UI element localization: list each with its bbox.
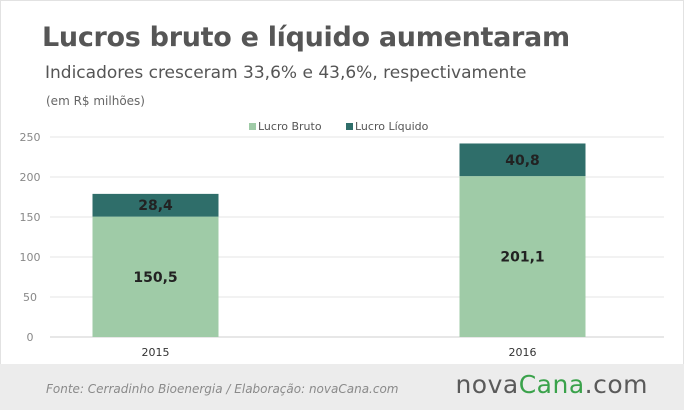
bar-lucro-líquido-2016 xyxy=(459,143,586,177)
bar-lucro-líquido-2015 xyxy=(92,193,219,217)
legend-label: Lucro Líquido xyxy=(355,120,429,133)
source-note: Fonte: Cerradinho Bioenergia / Elaboraçã… xyxy=(46,382,399,396)
y-tick-label: 250 xyxy=(20,131,41,144)
footer-bar: Fonte: Cerradinho Bioenergia / Elaboraçã… xyxy=(0,364,684,410)
logo-part-cana: Cana xyxy=(518,370,585,399)
y-tick-label: 100 xyxy=(20,251,41,264)
data-label: 201,1 xyxy=(500,250,544,266)
y-tick-label: 200 xyxy=(20,171,41,184)
bars: 150,5 28,4 201,1 40,8 xyxy=(92,143,586,337)
y-tick-label: 150 xyxy=(20,211,41,224)
chart-subtitle: Indicadores cresceram 33,6% e 43,6%, res… xyxy=(45,63,527,83)
chart-title: Lucros bruto e líquido aumentaram xyxy=(42,22,570,53)
legend-swatch xyxy=(249,123,256,130)
data-label: 28,4 xyxy=(138,198,173,214)
y-axis-ticks: 0 50 100 150 200 250 xyxy=(20,131,41,344)
bar-lucro-bruto-2015 xyxy=(92,216,219,337)
data-label: 150,5 xyxy=(133,270,177,286)
data-label: 40,8 xyxy=(505,153,540,169)
unit-label: (em R$ milhões) xyxy=(46,94,145,108)
y-tick-label: 0 xyxy=(27,331,34,344)
logo-part-com: .com xyxy=(584,370,648,399)
x-tick-label: 2015 xyxy=(142,346,170,359)
y-tick-label: 50 xyxy=(23,291,37,304)
novacana-logo: novaCana.com xyxy=(455,370,648,399)
x-axis-ticks: 2015 2016 xyxy=(142,346,537,359)
legend-swatch xyxy=(346,123,353,130)
legend: Lucro Bruto Lucro Líquido xyxy=(249,120,429,133)
legend-label: Lucro Bruto xyxy=(258,120,322,133)
logo-part-nova: nova xyxy=(455,370,519,399)
x-tick-label: 2016 xyxy=(509,346,537,359)
bar-lucro-bruto-2016 xyxy=(459,176,586,337)
